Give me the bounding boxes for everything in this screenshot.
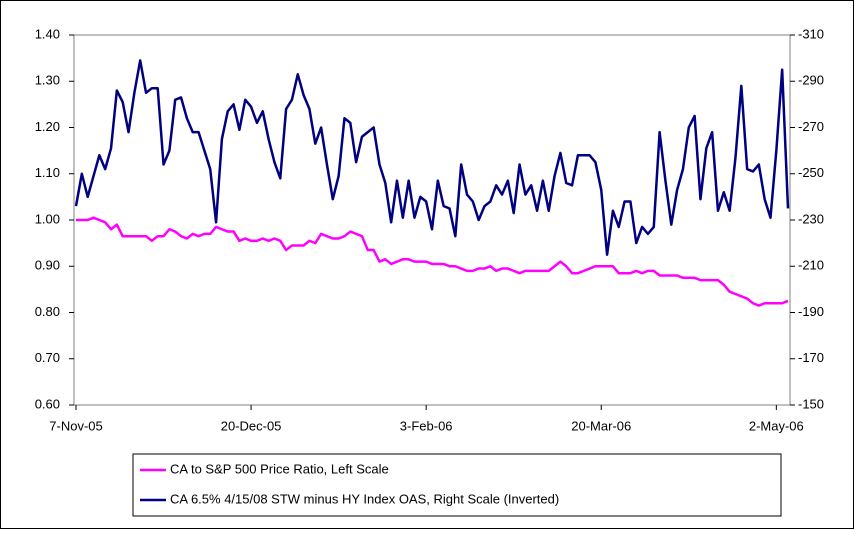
y-tick-label: 1.20 <box>35 119 60 134</box>
y2-tick-label: -230 <box>798 211 824 226</box>
y-tick-label: 1.10 <box>35 165 60 180</box>
y2-tick-label: -210 <box>798 258 824 273</box>
series-line <box>74 59 790 256</box>
legend-label: CA to S&P 500 Price Ratio, Left Scale <box>170 461 389 476</box>
y-tick-label: 0.90 <box>35 258 60 273</box>
y-tick-label: 0.80 <box>35 304 60 319</box>
y2-tick-label: -170 <box>798 350 824 365</box>
legend-box <box>132 453 782 517</box>
y2-tick-label: -310 <box>798 26 824 41</box>
x-tick-label: 20-Mar-06 <box>571 418 631 433</box>
x-tick-label: 20-Dec-05 <box>221 418 282 433</box>
y-tick-label: 0.60 <box>35 396 60 411</box>
y-tick-label: 1.40 <box>35 26 60 41</box>
x-tick-label: 2-May-06 <box>749 418 804 433</box>
y2-tick-label: -150 <box>798 396 824 411</box>
x-tick-label: 3-Feb-06 <box>400 418 453 433</box>
legend-label: CA 6.5% 4/15/08 STW minus HY Index OAS, … <box>170 491 559 506</box>
y2-tick-label: -250 <box>798 165 824 180</box>
y2-tick-label: -270 <box>798 119 824 134</box>
y2-tick-label: -290 <box>798 73 824 88</box>
series-line <box>76 216 789 307</box>
x-tick-label: 7-Nov-05 <box>49 418 102 433</box>
y2-tick-label: -190 <box>798 304 824 319</box>
y-tick-label: 1.00 <box>35 211 60 226</box>
y-tick-label: 1.30 <box>35 73 60 88</box>
y-tick-label: 0.70 <box>35 350 60 365</box>
